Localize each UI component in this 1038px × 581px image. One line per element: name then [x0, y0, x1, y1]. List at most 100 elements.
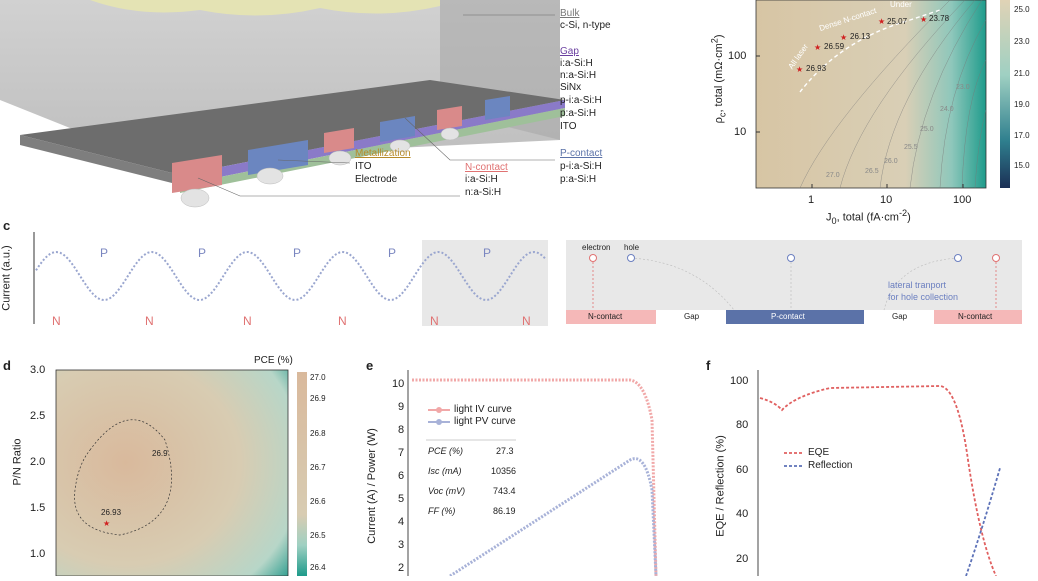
p-label: P	[100, 246, 109, 260]
gap-item: SiNx	[560, 82, 582, 93]
bulk-title: Bulk	[560, 8, 580, 19]
panel-d-map: ★	[55, 369, 307, 577]
y-tick: 1.0	[30, 548, 46, 560]
y-tick: 1.5	[30, 502, 46, 514]
y-tick: 10	[392, 378, 405, 390]
panel-e-plot	[407, 370, 658, 578]
colorbar-tick: 21.0	[1014, 69, 1030, 78]
y-tick: 40	[736, 508, 749, 520]
star-marker: ★	[103, 519, 110, 528]
panel-a-schematic	[0, 0, 565, 208]
point-label: 26.93	[806, 64, 827, 73]
table-value: 27.3	[496, 446, 514, 456]
current-profile	[33, 232, 548, 326]
colorbar-tick: 26.5	[310, 531, 326, 540]
p-label: P	[198, 246, 207, 260]
star-marker: ★	[814, 43, 821, 52]
bar-label: N-contact	[588, 312, 623, 321]
n-label: N	[145, 314, 154, 328]
y-tick: 60	[736, 464, 749, 476]
p-label: P	[293, 246, 302, 260]
pcontact-item: p-i:a-Si:H	[560, 161, 602, 172]
point-label: 23.78	[929, 14, 950, 23]
contour-label: 26.5	[865, 168, 879, 175]
n-label: N	[430, 314, 439, 328]
y-tick: 2.5	[30, 410, 46, 422]
bar-label: Gap	[684, 312, 700, 321]
panel-d: ★ PCE (%) 26.9 26.93 P/N Ratio 3.0 2.5 2…	[0, 350, 340, 577]
gap-item: p-i:a-Si:H	[560, 95, 602, 106]
gap-item: i:a-Si:H	[560, 58, 593, 69]
y-axis-label: Current (a.u.)	[0, 245, 13, 311]
x-tick: 100	[953, 194, 972, 206]
colorbar-tick: 26.7	[310, 463, 326, 472]
legend-item: EQE	[808, 447, 830, 458]
electron-label: electron	[582, 243, 611, 252]
star-marker: ★	[878, 17, 885, 26]
colorbar-tick: 26.4	[310, 563, 326, 572]
y-tick: 20	[736, 553, 749, 565]
colorbar-tick: 23.0	[1014, 37, 1030, 46]
panel-c-plot: Current (a.u.) P P P P P N N N N N N	[0, 228, 560, 338]
y-tick: 3.0	[30, 364, 46, 376]
p-label: P	[388, 246, 397, 260]
panel-letter-f: f	[706, 358, 711, 373]
metal-title: Metallization	[355, 148, 411, 159]
panel-letter-d: d	[3, 358, 11, 373]
metal-item: ITO	[355, 161, 372, 172]
colorbar-tick: 19.0	[1014, 100, 1030, 109]
ncontact-title: N-contact	[465, 162, 508, 173]
y-tick: 9	[398, 401, 405, 413]
x-tick: 1	[808, 194, 815, 206]
colorbar-tick: 27.0	[310, 373, 326, 382]
legend-item: light PV curve	[454, 416, 516, 427]
legend-item: light IV curve	[454, 404, 512, 415]
pcontact-title: P-contact	[560, 148, 603, 159]
table-value: 10356	[491, 466, 517, 476]
table-key: FF (%)	[428, 506, 456, 516]
n-label: N	[52, 314, 61, 328]
lateral-label: lateral tranport	[888, 280, 947, 290]
n-label: N	[338, 314, 347, 328]
point-label: 26.93	[101, 508, 122, 517]
pcontact-item: p:a-Si:H	[560, 174, 597, 185]
panel-letter-e: e	[366, 358, 374, 373]
star-marker: ★	[796, 65, 803, 74]
y-tick: 3	[398, 539, 405, 551]
contour-label: 26.0	[884, 158, 898, 165]
y-axis-label: EQE / Reflection (%)	[714, 435, 727, 537]
y-tick: 6	[398, 470, 405, 482]
p-label: P	[483, 246, 492, 260]
y-tick: 10	[734, 126, 747, 138]
gap-title: Gap	[560, 46, 579, 57]
colorbar-tick: 17.0	[1014, 131, 1030, 140]
chart-points: ★ ★ ★ ★ ★	[796, 15, 927, 74]
contour-label: 26.9	[152, 449, 168, 458]
ncontact-item: n:a-Si:H	[465, 187, 502, 198]
table-value: 743.4	[493, 486, 516, 496]
y-axis-label: P/N Ratio	[11, 438, 24, 486]
bar-label: Gap	[892, 312, 908, 321]
contour-label: 25.5	[904, 144, 918, 151]
table-value: 86.19	[493, 506, 516, 516]
bulk-sub: c-Si, n-type	[560, 20, 611, 31]
bar-label: P-contact	[771, 312, 805, 321]
y-axis-label: ρc, total (mΩ·cm2)	[709, 34, 728, 124]
point-label: 26.13	[850, 32, 871, 41]
y-axis-label: Current (A) / Power (W)	[365, 428, 378, 544]
hole-label: hole	[624, 243, 640, 252]
bar-label: N-contact	[958, 312, 993, 321]
y-tick: 2.0	[30, 456, 46, 468]
panel-b-plot: ★ ★ ★ ★ ★	[755, 0, 1010, 189]
panel-f-plot	[757, 370, 1001, 577]
n-label: N	[522, 314, 531, 328]
carrier-schematic	[566, 240, 1022, 324]
lateral-label-2: for hole collection	[888, 292, 959, 302]
metal-item: Electrode	[355, 174, 398, 185]
legend-item: Reflection	[808, 460, 853, 471]
y-tick: 80	[736, 419, 749, 431]
gap-item: n:a-Si:H	[560, 70, 597, 81]
colorbar-tick: 26.8	[310, 429, 326, 438]
panel-b: ★ ★ ★ ★ ★ 25.07 23.78 26.13 26.59 26.93 …	[700, 0, 1038, 230]
table-key: PCE (%)	[428, 446, 464, 456]
